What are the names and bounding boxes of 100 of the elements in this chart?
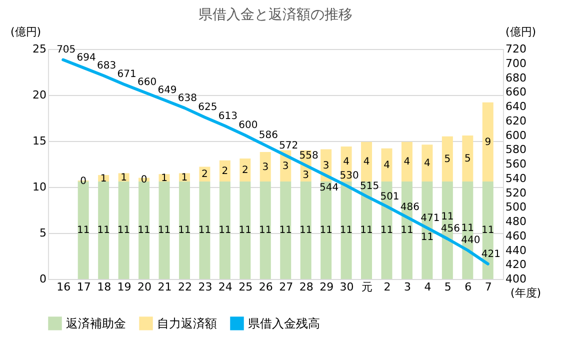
data-label: 11 (279, 225, 292, 236)
data-label: 3 (302, 170, 310, 182)
y-tick-label: 25 (32, 42, 46, 56)
data-label: 3 (262, 162, 269, 173)
bar (158, 181, 170, 279)
x-tick-label: 25 (238, 280, 253, 294)
bar (482, 102, 494, 182)
data-label: 572 (279, 140, 298, 152)
legend-label: 県借入金残高 (248, 316, 320, 330)
data-label: 558 (299, 150, 318, 162)
y2-tick-label: 460 (506, 229, 526, 242)
x-tick-label: 3 (404, 280, 411, 294)
bar (240, 181, 251, 279)
data-label: 11 (461, 222, 474, 234)
bar (300, 181, 312, 279)
x-tick-label: 29 (320, 280, 334, 294)
y2-tick-label: 520 (506, 186, 526, 200)
bar (240, 158, 251, 182)
x-tick-label: 20 (138, 280, 152, 294)
bar (381, 148, 392, 182)
data-label: 486 (400, 202, 420, 214)
y2-tick-label: 560 (506, 158, 526, 170)
x-axis-title: (年度) (510, 286, 542, 300)
x-tick-label: 19 (117, 280, 132, 294)
data-label: 11 (360, 225, 373, 236)
y2-tick-label: 680 (506, 71, 526, 84)
bar (401, 142, 412, 182)
x-tick-label: 21 (158, 280, 172, 294)
bar (219, 181, 230, 279)
bar (138, 181, 150, 279)
data-label: 2 (222, 166, 228, 177)
bar (98, 181, 110, 279)
data-label: 11 (76, 225, 90, 236)
bar (361, 142, 372, 182)
data-label: 11 (340, 225, 353, 236)
bar (442, 136, 453, 182)
data-label: 421 (481, 248, 500, 260)
data-label: 660 (137, 77, 157, 88)
x-tick-label: 23 (198, 280, 212, 294)
x-tick-label: 5 (444, 280, 452, 294)
data-label: 4 (363, 156, 370, 168)
data-label: 671 (117, 69, 136, 80)
data-label: 4 (343, 156, 350, 168)
bar (422, 144, 433, 182)
x-tick-label: 30 (340, 280, 354, 294)
data-label: 471 (420, 212, 440, 224)
data-label: 11 (97, 225, 110, 236)
y2-tick-label: 660 (506, 86, 526, 99)
data-label: 440 (461, 235, 480, 246)
data-label: 586 (258, 130, 278, 142)
y-tick-label: 20 (32, 88, 46, 102)
data-label: 1 (120, 172, 127, 184)
x-tick-label: 16 (56, 280, 71, 294)
data-label: 11 (259, 225, 272, 236)
data-label: 1 (100, 173, 107, 184)
y-tick-label: 15 (32, 134, 46, 148)
chart-title: 県借入金と返済額の推移 (198, 7, 352, 23)
bar (118, 181, 130, 279)
bar (199, 181, 210, 279)
data-label: 1 (181, 172, 188, 184)
y-tick-label: 5 (40, 226, 46, 240)
data-label: 3 (282, 160, 289, 172)
bar (260, 152, 271, 182)
x-tick-label: 2 (384, 280, 391, 294)
y2-axis-title: (億円) (506, 26, 536, 38)
x-tick-label: 17 (76, 280, 91, 294)
y2-tick-label: 600 (506, 128, 526, 142)
data-label: 0 (140, 174, 148, 186)
y2-tick-label: 700 (506, 56, 526, 70)
data-label: 11 (420, 232, 434, 244)
data-label: 1 (161, 172, 168, 184)
data-label: 11 (117, 225, 130, 236)
x-tick-label: 22 (178, 280, 192, 294)
data-label: 11 (178, 225, 191, 236)
data-label: 5 (444, 154, 451, 165)
data-label: 600 (238, 120, 258, 132)
data-label: 11 (198, 225, 212, 236)
y-tick-label: 0 (40, 272, 46, 286)
bar (340, 181, 352, 279)
legend-label: 自力返済額 (157, 316, 217, 330)
data-label: 11 (138, 225, 150, 236)
data-label: 11 (380, 225, 394, 236)
data-label: 515 (360, 181, 380, 192)
data-label: 638 (178, 92, 198, 104)
y2-tick-label: 580 (506, 143, 526, 156)
y2-tick-label: 720 (506, 42, 526, 56)
bar (260, 181, 271, 279)
data-label: 2 (242, 164, 248, 176)
bar (219, 160, 230, 182)
y-axis-title: (億円) (10, 26, 42, 38)
data-label: 4 (384, 160, 390, 171)
data-label: 544 (320, 182, 339, 194)
data-label: 11 (218, 225, 232, 236)
data-label: 501 (380, 191, 400, 202)
data-label: 9 (484, 136, 492, 148)
data-label: 11 (238, 225, 252, 236)
x-tick-label: 元 (362, 280, 373, 294)
data-label: 0 (80, 176, 87, 188)
data-label: 4 (424, 158, 430, 170)
data-label: 3 (322, 160, 330, 172)
